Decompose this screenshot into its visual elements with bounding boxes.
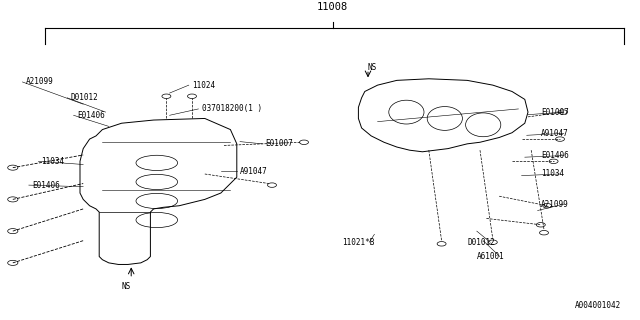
- Text: 11021*B: 11021*B: [342, 238, 375, 247]
- Text: 11034: 11034: [541, 170, 564, 179]
- Text: 11034: 11034: [42, 157, 65, 166]
- Text: 11024: 11024: [192, 81, 215, 90]
- Text: E01007: E01007: [541, 108, 568, 116]
- Text: D01012: D01012: [467, 238, 495, 247]
- Text: A004001042: A004001042: [575, 301, 621, 310]
- Text: A91047: A91047: [541, 129, 568, 138]
- Text: 037018200(1 ): 037018200(1 ): [202, 104, 262, 113]
- Text: E01406: E01406: [32, 180, 60, 190]
- Text: E01007: E01007: [266, 139, 293, 148]
- Text: 11008: 11008: [317, 2, 348, 12]
- Text: D01012: D01012: [70, 93, 98, 102]
- Text: A91047: A91047: [240, 167, 268, 176]
- Text: NS: NS: [368, 63, 377, 72]
- Text: A21099: A21099: [26, 77, 53, 86]
- Text: NS: NS: [122, 282, 131, 291]
- Text: E01406: E01406: [77, 111, 104, 120]
- Text: A61001: A61001: [477, 252, 504, 261]
- Text: E01406: E01406: [541, 151, 568, 160]
- Text: A21099: A21099: [541, 200, 568, 209]
